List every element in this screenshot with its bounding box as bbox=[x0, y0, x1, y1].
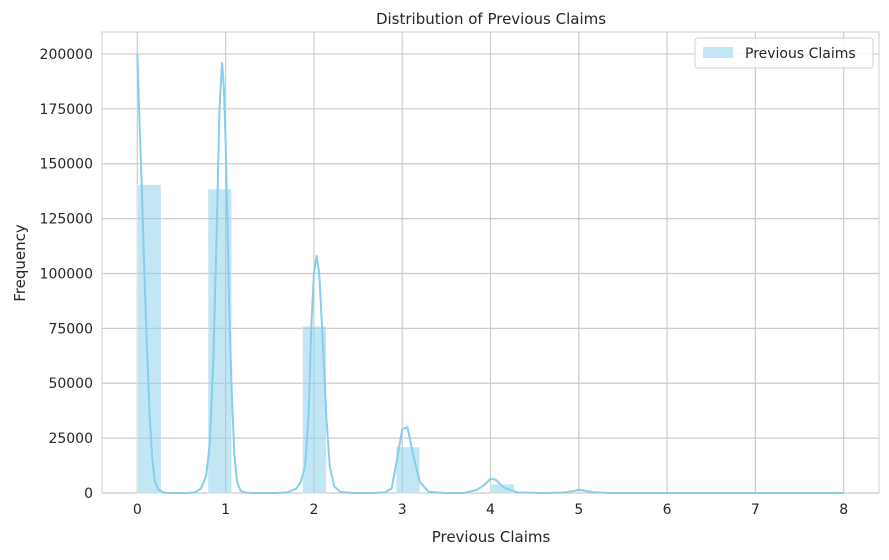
legend-box bbox=[694, 37, 874, 69]
kde-line-layer bbox=[136, 53, 844, 494]
x-tick-label: 0 bbox=[133, 502, 142, 518]
histogram-bar bbox=[490, 483, 515, 494]
histogram-bar bbox=[207, 188, 233, 494]
y-tick-labels: 0 25000 50000 75000 100000 125000 150000 175000… bbox=[40, 47, 93, 502]
y-tick-label: 175000 bbox=[40, 102, 93, 118]
legend-swatch bbox=[703, 47, 733, 58]
x-tick-label: 1 bbox=[221, 502, 230, 518]
y-tick-label: 150000 bbox=[40, 157, 93, 173]
legend-label: Previous Claims bbox=[745, 46, 856, 62]
y-tick-label: 75000 bbox=[48, 321, 93, 337]
x-tick-label: 8 bbox=[839, 502, 848, 518]
x-tick-label: 2 bbox=[309, 502, 318, 518]
x-tick-label: 5 bbox=[574, 502, 583, 518]
x-tick-label: 3 bbox=[398, 502, 407, 518]
x-axis-label: Previous Claims bbox=[432, 528, 551, 546]
y-tick-label: 200000 bbox=[40, 47, 93, 63]
y-axis-label: Frequency bbox=[11, 224, 29, 302]
y-tick-label: 25000 bbox=[48, 431, 93, 447]
x-tick-label: 4 bbox=[486, 502, 495, 518]
y-tick-label: 0 bbox=[84, 486, 93, 502]
kde-line bbox=[136, 53, 844, 494]
x-tick-label: 7 bbox=[751, 502, 760, 518]
y-tick-label: 100000 bbox=[40, 266, 93, 282]
x-tick-labels: 0 1 2 3 4 5 6 7 8 bbox=[133, 502, 848, 518]
y-tick-label: 50000 bbox=[48, 376, 93, 392]
y-tick-label: 125000 bbox=[40, 212, 93, 228]
chart-title: Distribution of Previous Claims bbox=[376, 10, 606, 28]
histogram-bar bbox=[137, 184, 162, 494]
x-tick-label: 6 bbox=[663, 502, 672, 518]
legend: Previous Claims bbox=[694, 37, 874, 69]
